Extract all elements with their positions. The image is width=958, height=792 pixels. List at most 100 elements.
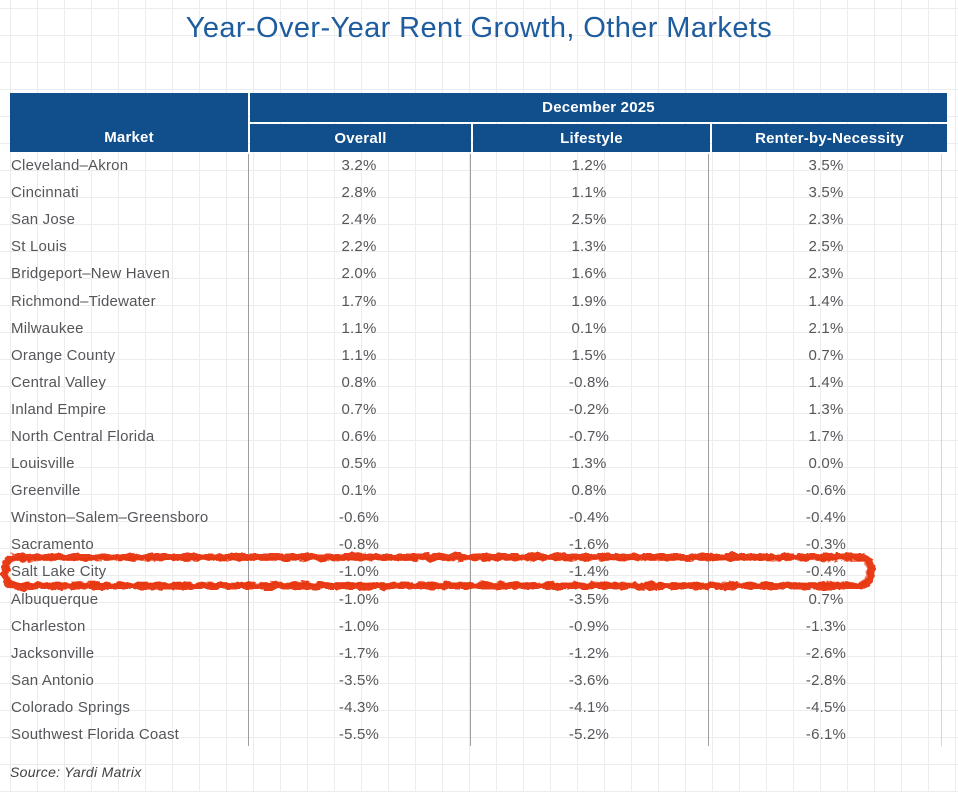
table-row: Southwest Florida Coast -5.5% -5.2% -6.1% — [10, 721, 945, 748]
renter-by-necessity-value: -2.8% — [805, 671, 847, 689]
market-name: Cleveland–Akron — [11, 157, 129, 175]
table-row: Milwaukee 1.1% 0.1% 2.1% — [10, 315, 945, 342]
market-name: Charleston — [11, 617, 86, 635]
renter-by-necessity-value: 3.5% — [808, 157, 844, 175]
lifestyle-value: -1.2% — [568, 644, 610, 662]
overall-value: 2.2% — [341, 238, 377, 256]
lifestyle-value: -1.4% — [568, 563, 610, 581]
table-row: North Central Florida 0.6% -0.7% 1.7% — [10, 423, 945, 450]
renter-by-necessity-value: 1.4% — [808, 373, 844, 391]
lifestyle-value: -0.9% — [568, 617, 610, 635]
table-row: Orange County 1.1% 1.5% 0.7% — [10, 342, 945, 369]
lifestyle-value: 1.2% — [571, 157, 607, 175]
lifestyle-value: -0.4% — [568, 509, 610, 527]
column-header-overall: Overall — [250, 124, 471, 152]
column-divider — [248, 154, 249, 747]
table-row: Sacramento -0.8% -1.6% -0.3% — [10, 531, 945, 558]
market-name: Milwaukee — [11, 319, 84, 337]
overall-value: 2.0% — [341, 265, 377, 283]
table-row: Greenville 0.1% 0.8% -0.6% — [10, 477, 945, 504]
lifestyle-value: 0.8% — [571, 482, 607, 500]
market-name: Albuquerque — [11, 590, 99, 608]
table-row: Jacksonville -1.7% -1.2% -2.6% — [10, 640, 945, 667]
market-name: Greenville — [11, 482, 81, 500]
column-header-renter-by-necessity: Renter-by-Necessity — [712, 124, 947, 152]
table-row: Colorado Springs -4.3% -4.1% -4.5% — [10, 694, 945, 721]
renter-by-necessity-value: 2.3% — [808, 265, 844, 283]
overall-value: -0.8% — [338, 536, 380, 554]
market-name: Richmond–Tidewater — [11, 292, 156, 310]
renter-by-necessity-value: -0.3% — [805, 536, 847, 554]
table-row: Cleveland–Akron 3.2% 1.2% 3.5% — [10, 152, 945, 179]
lifestyle-value: 2.5% — [571, 211, 607, 229]
overall-value: 3.2% — [341, 157, 377, 175]
market-name: Cincinnati — [11, 184, 79, 202]
page-title: Year-Over-Year Rent Growth, Other Market… — [185, 12, 773, 44]
table-right-edge — [941, 154, 942, 747]
market-name: Winston–Salem–Greensboro — [11, 509, 209, 527]
overall-value: -1.7% — [338, 644, 380, 662]
renter-by-necessity-value: 0.0% — [808, 455, 844, 473]
renter-by-necessity-value: 3.5% — [808, 184, 844, 202]
column-divider — [470, 154, 471, 747]
table-body: Cleveland–Akron 3.2% 1.2% 3.5% Cincinnati 2.8… — [1, 152, 945, 748]
renter-by-necessity-value: 2.3% — [808, 211, 844, 229]
overall-value: 1.1% — [341, 346, 377, 364]
renter-by-necessity-value: 1.7% — [808, 427, 844, 445]
market-name: Jacksonville — [11, 644, 95, 662]
renter-by-necessity-value: -2.6% — [805, 644, 847, 662]
lifestyle-value: -0.7% — [568, 427, 610, 445]
overall-value: 0.7% — [341, 400, 377, 418]
overall-value: -1.0% — [338, 590, 380, 608]
table-header: Market December 2025 Overall Lifestyle R… — [10, 93, 947, 152]
table-row: Albuquerque -1.0% -3.5% 0.7% — [10, 586, 945, 613]
table-row: San Jose 2.4% 2.5% 2.3% — [10, 206, 945, 233]
overall-value: 2.8% — [341, 184, 377, 202]
overall-value: -4.3% — [338, 698, 380, 716]
market-name: Orange County — [11, 346, 116, 364]
market-name: San Antonio — [11, 671, 95, 689]
lifestyle-value: 1.3% — [571, 238, 607, 256]
lifestyle-value: -0.2% — [568, 400, 610, 418]
renter-by-necessity-value: -1.3% — [805, 617, 847, 635]
overall-value: 0.8% — [341, 373, 377, 391]
market-name: North Central Florida — [11, 427, 155, 445]
rent-growth-table: Market December 2025 Overall Lifestyle R… — [1, 93, 947, 748]
table-row: Inland Empire 0.7% -0.2% 1.3% — [10, 396, 945, 423]
group-header-december-2025: December 2025 — [250, 93, 947, 122]
renter-by-necessity-value: -0.4% — [805, 509, 847, 527]
table-row: Winston–Salem–Greensboro -0.6% -0.4% -0.4% — [10, 504, 945, 531]
renter-by-necessity-value: 2.1% — [808, 319, 844, 337]
table-row: Cincinnati 2.8% 1.1% 3.5% — [10, 179, 945, 206]
overall-value: 2.4% — [341, 211, 377, 229]
table-row: Richmond–Tidewater 1.7% 1.9% 1.4% — [10, 287, 945, 314]
column-header-lifestyle: Lifestyle — [473, 124, 710, 152]
lifestyle-value: 1.1% — [571, 184, 607, 202]
renter-by-necessity-value: 0.7% — [808, 346, 844, 364]
renter-by-necessity-value: 0.7% — [808, 590, 844, 608]
overall-value: 1.7% — [341, 292, 377, 310]
market-name: Central Valley — [11, 373, 107, 391]
lifestyle-value: -4.1% — [568, 698, 610, 716]
market-name: Southwest Florida Coast — [11, 726, 180, 744]
overall-value: 0.1% — [341, 482, 377, 500]
lifestyle-value: -3.5% — [568, 590, 610, 608]
market-name: Louisville — [11, 455, 75, 473]
column-header-market: Market — [10, 93, 248, 152]
renter-by-necessity-value: -0.4% — [805, 563, 847, 581]
lifestyle-value: 0.1% — [571, 319, 607, 337]
table-row: Louisville 0.5% 1.3% 0.0% — [10, 450, 945, 477]
table-row: Central Valley 0.8% -0.8% 1.4% — [10, 369, 945, 396]
renter-by-necessity-value: 2.5% — [808, 238, 844, 256]
lifestyle-value: 1.6% — [571, 265, 607, 283]
lifestyle-value: -0.8% — [568, 373, 610, 391]
lifestyle-value: 1.3% — [571, 455, 607, 473]
lifestyle-value: 1.9% — [571, 292, 607, 310]
lifestyle-value: -5.2% — [568, 726, 610, 744]
table-row: San Antonio -3.5% -3.6% -2.8% — [10, 667, 945, 694]
market-name: St Louis — [11, 238, 67, 256]
table-row: Salt Lake City -1.0% -1.4% -0.4% — [1, 553, 945, 590]
column-divider — [708, 154, 709, 747]
renter-by-necessity-value: -6.1% — [805, 726, 847, 744]
overall-value: 1.1% — [341, 319, 377, 337]
